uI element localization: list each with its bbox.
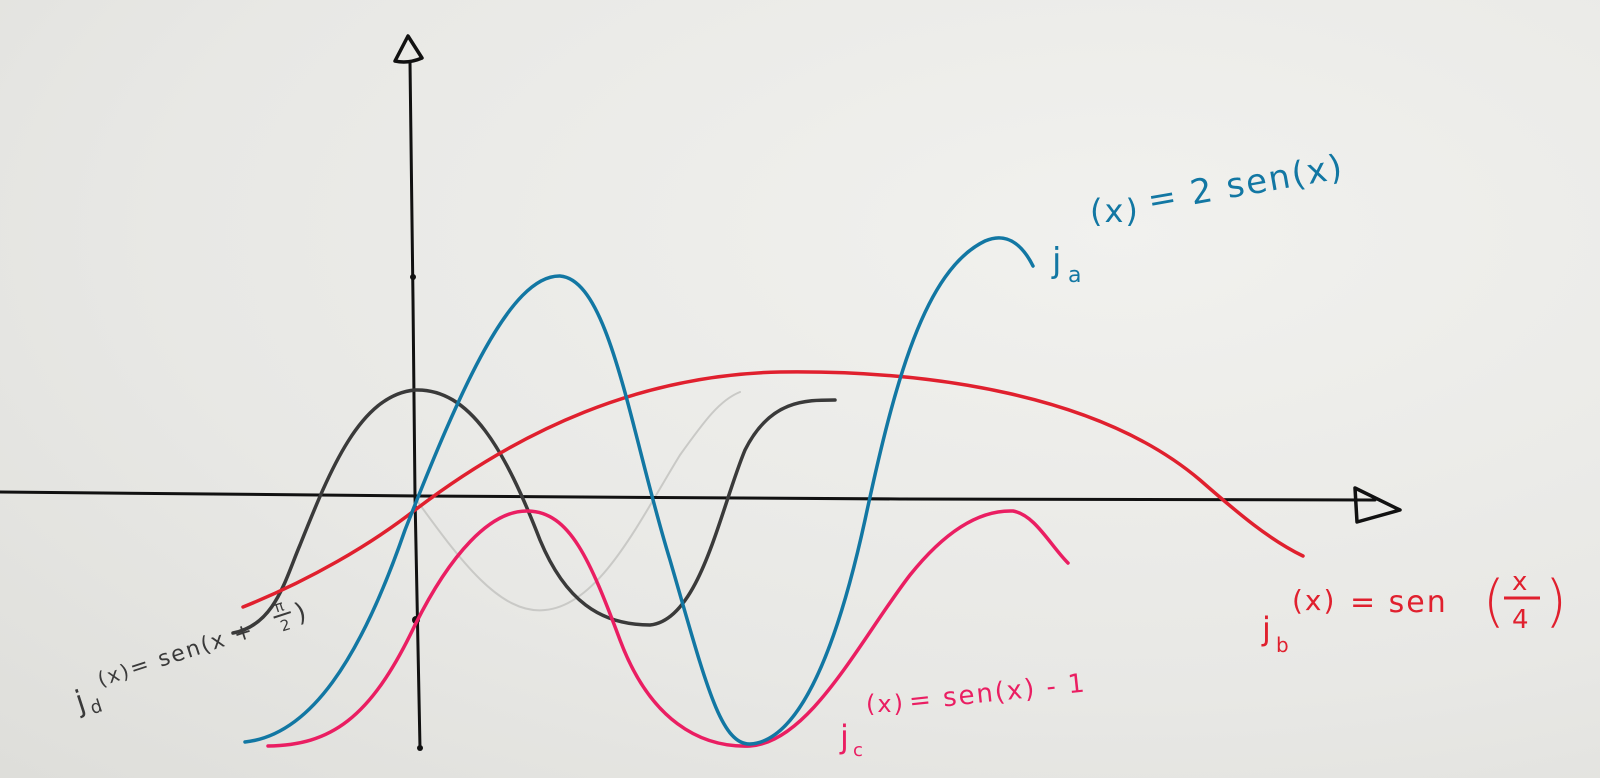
- label-jb-open-paren: (: [1483, 569, 1507, 634]
- x-axis: [0, 490, 1377, 502]
- label-ja: j a (x) = 2 sen(x): [1051, 147, 1347, 288]
- label-jd-expr: = sen(x +: [127, 618, 258, 682]
- label-jb-expr: = sen: [1350, 585, 1448, 620]
- y-tick-bottom: [417, 745, 423, 751]
- label-ja-arg: (x): [1090, 192, 1140, 230]
- label-jd-sub: d: [88, 695, 107, 719]
- label-jb-num: x: [1512, 567, 1529, 597]
- label-jb-close-paren: ): [1545, 569, 1569, 634]
- curve-jd: [231, 388, 837, 635]
- label-jb: j b (x) = sen ( x 4 ): [1261, 567, 1569, 657]
- label-jc-sub: c: [853, 740, 865, 761]
- label-jd-frac-num: π: [272, 596, 288, 617]
- label-jd: j d (x) = sen(x + π 2 ): [70, 596, 312, 720]
- y-axis: [408, 60, 422, 750]
- y-tick-top: [410, 274, 416, 280]
- label-jb-prefix: j: [1261, 610, 1273, 648]
- curve-jb: [241, 370, 1305, 609]
- label-jd-fraction-bar: [273, 611, 292, 619]
- label-jd-frac-den: 2: [278, 615, 295, 636]
- label-jb-den: 4: [1512, 605, 1531, 635]
- label-jc: j c (x) = sen(x) - 1: [839, 668, 1088, 761]
- curve-jc: [266, 509, 1070, 748]
- label-ja-expr: = 2 sen(x): [1145, 147, 1348, 221]
- label-ja-sub: a: [1068, 263, 1083, 288]
- label-jb-arg: (x): [1292, 584, 1336, 617]
- y-axis-arrow: [393, 34, 424, 64]
- pencil-ghost-curve: [414, 391, 741, 612]
- label-ja-prefix: j: [1051, 241, 1063, 281]
- label-jc-prefix: j: [839, 718, 851, 756]
- label-jc-arg: (x): [866, 690, 905, 718]
- label-jd-close: ): [291, 597, 312, 629]
- label-jb-sub: b: [1276, 633, 1291, 657]
- curve-ja: [243, 236, 1035, 746]
- x-axis-arrow: [1353, 486, 1402, 524]
- label-jc-expr: = sen(x) - 1: [908, 668, 1088, 716]
